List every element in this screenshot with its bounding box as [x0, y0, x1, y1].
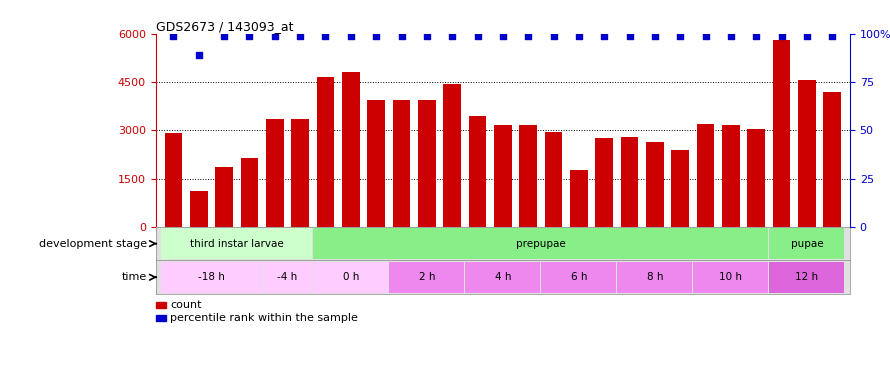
Bar	[317, 77, 335, 227]
Point	[825, 33, 839, 39]
Bar	[263, 262, 312, 293]
Bar	[342, 72, 360, 227]
Bar	[769, 262, 845, 293]
Text: GDS2673 / 143093_at: GDS2673 / 143093_at	[156, 20, 293, 33]
Bar	[266, 119, 284, 227]
Bar	[646, 141, 664, 227]
Text: 6 h: 6 h	[570, 272, 587, 282]
Bar	[443, 84, 461, 227]
Text: 10 h: 10 h	[719, 272, 742, 282]
Bar	[240, 158, 258, 227]
Point	[749, 33, 764, 39]
Point	[268, 33, 282, 39]
Text: -18 h: -18 h	[198, 272, 225, 282]
Point	[496, 33, 510, 39]
Bar	[748, 129, 765, 227]
Bar	[313, 262, 388, 293]
Point	[546, 33, 561, 39]
Text: pupae: pupae	[790, 238, 823, 249]
Point	[242, 33, 256, 39]
Text: prepupae: prepupae	[516, 238, 566, 249]
Point	[800, 33, 814, 39]
Text: -4 h: -4 h	[278, 272, 297, 282]
Point	[597, 33, 611, 39]
Bar	[215, 167, 233, 227]
Text: time: time	[122, 272, 147, 282]
Point	[369, 33, 384, 39]
Bar	[161, 262, 262, 293]
Bar	[618, 262, 692, 293]
Bar	[545, 132, 562, 227]
Point	[293, 33, 307, 39]
Bar	[465, 262, 540, 293]
Bar	[773, 40, 790, 227]
Bar	[190, 191, 207, 227]
Text: 8 h: 8 h	[647, 272, 663, 282]
Point	[648, 33, 662, 39]
Bar	[620, 137, 638, 227]
Bar	[570, 171, 587, 227]
Text: development stage: development stage	[39, 238, 147, 249]
Point	[571, 33, 586, 39]
Point	[471, 33, 485, 39]
Bar	[520, 126, 537, 227]
Point	[319, 33, 333, 39]
Bar	[418, 100, 436, 227]
Text: count: count	[170, 300, 201, 310]
Bar	[798, 80, 816, 227]
Point	[774, 33, 789, 39]
Point	[394, 33, 409, 39]
Text: third instar larvae: third instar larvae	[190, 238, 284, 249]
Bar	[368, 100, 385, 227]
Bar	[165, 134, 182, 227]
Point	[191, 52, 206, 58]
Bar	[693, 262, 768, 293]
Point	[217, 33, 231, 39]
Point	[420, 33, 434, 39]
Bar	[769, 228, 845, 259]
Bar	[313, 228, 768, 259]
Bar	[494, 126, 512, 227]
Text: 12 h: 12 h	[796, 272, 819, 282]
Point	[344, 33, 358, 39]
Text: 4 h: 4 h	[495, 272, 511, 282]
Text: percentile rank within the sample: percentile rank within the sample	[170, 313, 358, 323]
Bar	[389, 262, 465, 293]
Bar	[697, 124, 715, 227]
Bar	[291, 119, 309, 227]
Text: 0 h: 0 h	[343, 272, 359, 282]
Point	[673, 33, 687, 39]
Point	[521, 33, 535, 39]
Bar	[722, 126, 740, 227]
Point	[166, 33, 181, 39]
Bar	[823, 92, 841, 227]
Point	[724, 33, 738, 39]
Point	[445, 33, 459, 39]
Bar	[595, 138, 613, 227]
Text: 2 h: 2 h	[418, 272, 435, 282]
Bar	[671, 150, 689, 227]
Bar	[541, 262, 617, 293]
Bar	[469, 116, 486, 227]
Point	[699, 33, 713, 39]
Bar	[161, 228, 312, 259]
Bar	[392, 100, 410, 227]
Point	[622, 33, 636, 39]
